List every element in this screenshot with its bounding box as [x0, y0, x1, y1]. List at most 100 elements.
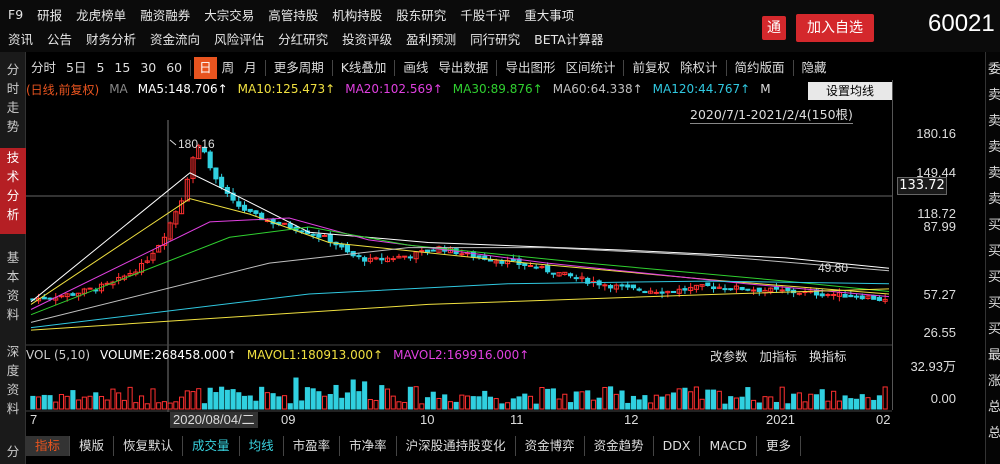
indicator-tab[interactable]: 更多	[757, 436, 801, 456]
nav-link[interactable]: 机构持股	[332, 7, 383, 23]
indicator-tab[interactable]: 市盈率	[284, 436, 341, 456]
candle-body	[213, 167, 219, 180]
candle-body	[676, 288, 682, 294]
vol-button[interactable]: 改参数	[710, 349, 748, 364]
tab-depth-info[interactable]: 深度资料	[6, 344, 20, 416]
nav-link[interactable]: 股东研究	[396, 7, 447, 23]
volume-bar	[751, 399, 757, 410]
indicator-tab[interactable]: 资金博弈	[516, 436, 585, 456]
indicator-tab[interactable]: 成交量	[183, 436, 240, 456]
nav-link[interactable]: 风险评估	[214, 31, 265, 47]
order-book-label: 卖	[988, 114, 1000, 129]
add-watchlist-button[interactable]: 加入自选	[796, 14, 874, 42]
volume-bar	[728, 396, 734, 410]
nav-link[interactable]: 同行研究	[470, 31, 521, 47]
indicator-tab[interactable]: 模版	[70, 436, 115, 456]
nav-link[interactable]: 资讯	[8, 31, 34, 47]
period-9[interactable]: 更多周期	[273, 60, 324, 75]
volume-bar	[550, 388, 556, 410]
nav-link[interactable]: 高管持股	[268, 7, 319, 23]
period-18[interactable]: 隐藏	[801, 60, 827, 75]
tab-basic-info[interactable]: 基本资料	[6, 250, 20, 322]
volume-bar	[722, 403, 728, 410]
candle-body	[705, 282, 711, 287]
volume-bar	[653, 394, 659, 410]
candle-body	[356, 255, 362, 258]
nav-link[interactable]: F9	[8, 6, 24, 22]
vol-button[interactable]: 换指标	[809, 349, 847, 364]
volume-bar	[253, 400, 259, 410]
period-14[interactable]: 区间统计	[565, 60, 616, 75]
nav-link[interactable]: 研报	[37, 7, 63, 23]
period-6[interactable]: 日	[194, 57, 217, 79]
volume-bar	[276, 396, 282, 410]
volume-bar	[773, 401, 780, 410]
period-15[interactable]: 前复权	[632, 60, 670, 75]
nav-link[interactable]: 融资融券	[140, 7, 191, 23]
volume-bar	[430, 391, 436, 410]
nav-link[interactable]: 千股千评	[460, 7, 511, 23]
period-2[interactable]: 5	[96, 60, 105, 75]
nav-link[interactable]: 龙虎榜单	[76, 7, 127, 23]
nav-link[interactable]: 公告	[47, 31, 73, 47]
indicator-tab[interactable]: 沪深股通持股变化	[397, 436, 516, 456]
volume-bar	[161, 401, 167, 410]
period-11[interactable]: 画线	[403, 60, 429, 75]
indicator-tab[interactable]: 指标	[26, 436, 71, 456]
indicator-tab[interactable]: 市净率	[340, 436, 397, 456]
candle-body	[533, 266, 539, 269]
volume-bar	[499, 403, 505, 410]
nav-link[interactable]: 投资评级	[342, 31, 393, 47]
nav-link[interactable]: 盈利预测	[406, 31, 457, 47]
volume-bar	[825, 400, 831, 410]
candle-body	[127, 272, 133, 276]
divider	[394, 60, 396, 76]
period-8[interactable]: 月	[244, 60, 257, 75]
nav-link[interactable]: BETA计算器	[534, 31, 604, 47]
period-0[interactable]: 分时	[31, 60, 57, 75]
tab-time-share[interactable]: 分时走势	[6, 62, 20, 134]
candle-body	[796, 292, 802, 295]
period-3[interactable]: 15	[114, 60, 131, 75]
order-book-label: 总	[988, 400, 1000, 415]
set-ma-button[interactable]: 设置均线	[808, 82, 892, 100]
volume-bar	[505, 402, 511, 410]
period-12[interactable]: 导出数据	[438, 60, 489, 75]
nav-link[interactable]: 财务分析	[86, 31, 137, 47]
volume-bar	[413, 386, 419, 410]
period-5[interactable]: 60	[166, 60, 183, 75]
vol-button[interactable]: 加指标	[759, 349, 798, 364]
nav-link[interactable]: 大宗交易	[204, 7, 255, 23]
nav-link[interactable]: 分红研究	[278, 31, 329, 47]
tab-technical-analysis[interactable]: 技术分析	[0, 148, 26, 234]
period-16[interactable]: 除权计	[679, 60, 718, 75]
candle-body	[505, 259, 511, 265]
indicator-tab[interactable]: 均线	[240, 436, 284, 456]
x-tick-label: 09	[281, 412, 296, 427]
period-1[interactable]: 5日	[66, 60, 87, 75]
ma-legend-item: M	[760, 82, 771, 96]
candle-body	[642, 291, 648, 294]
volume-bar	[613, 393, 619, 410]
nav-link[interactable]: 重大事项	[524, 7, 575, 23]
indicator-tab[interactable]: 资金趋势	[585, 436, 654, 456]
indicator-tab[interactable]: MACD	[700, 436, 757, 456]
tab-more[interactable]: 分	[6, 444, 20, 459]
period-10[interactable]: K线叠加	[340, 60, 387, 75]
period-13[interactable]: 导出图形	[505, 60, 556, 75]
candle-body	[362, 257, 368, 262]
tong-button[interactable]: 通	[762, 16, 786, 40]
indicator-tab[interactable]: 恢复默认	[114, 436, 184, 456]
period-4[interactable]: 30	[140, 60, 157, 75]
indicator-tab[interactable]: DDX	[654, 436, 701, 456]
period-17[interactable]: 简约版面	[734, 60, 785, 75]
volume-bar	[665, 394, 671, 410]
candle-body	[527, 265, 534, 268]
period-7[interactable]: 周	[221, 60, 235, 75]
volume-bar	[138, 395, 145, 410]
volume-bar	[322, 395, 328, 410]
candle-body	[722, 288, 728, 291]
candle-body	[247, 208, 253, 212]
nav-link[interactable]: 资金流向	[150, 31, 201, 47]
